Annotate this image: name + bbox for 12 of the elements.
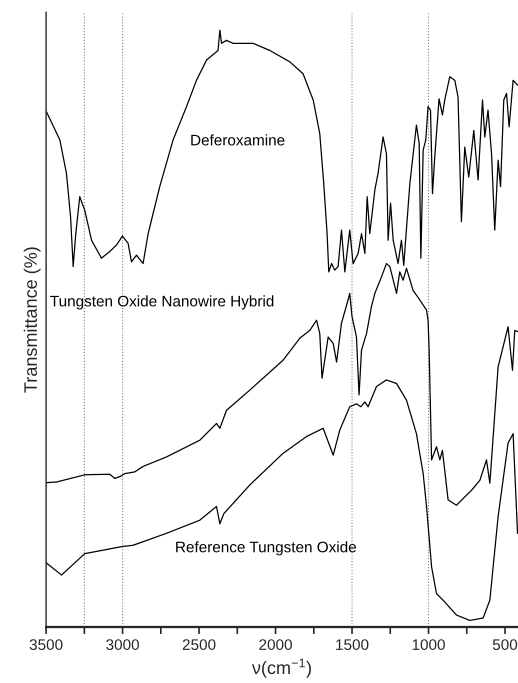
x-tick-label: 1500 <box>336 639 368 650</box>
x-tick-label: 500 <box>492 639 518 650</box>
series-label: Deferoxamine <box>191 134 284 146</box>
y-axis-title: Transmittance (%) <box>24 247 41 393</box>
x-tick-label: 3500 <box>30 639 62 650</box>
x-tick-label: 1000 <box>412 639 445 650</box>
x-axis-title: ν(cm$^{−1}$) <box>252 658 311 678</box>
x-tick-label: 2500 <box>182 639 216 650</box>
x-tick-label: 2000 <box>259 639 292 650</box>
x-tick-label: 3000 <box>106 639 139 650</box>
series-label: Reference Tungsten Oxide <box>176 541 356 556</box>
text: Tungsten Oxide Nanowire Hybrid <box>50 295 274 310</box>
